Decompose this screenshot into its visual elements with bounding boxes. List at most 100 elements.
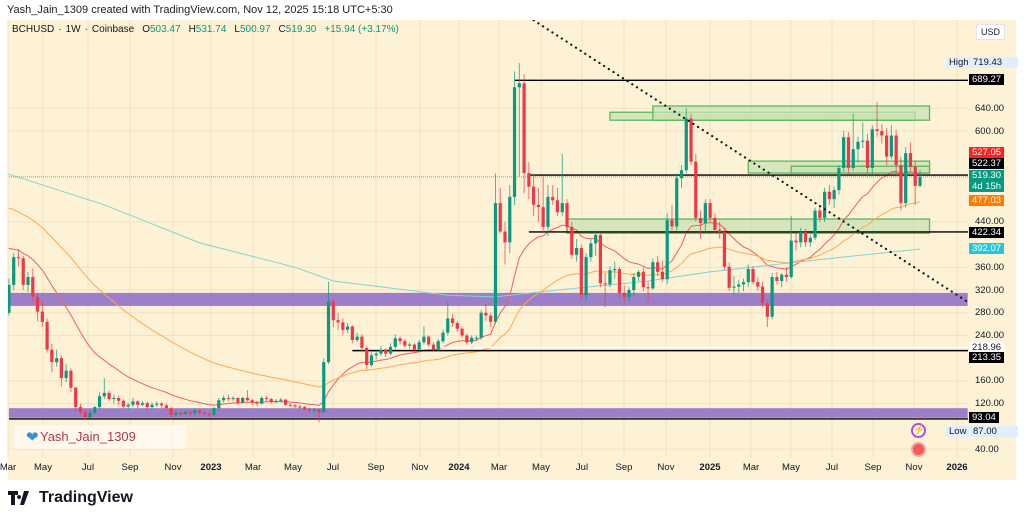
time-tick: Sep <box>121 462 139 473</box>
candle-body <box>756 282 760 287</box>
candle <box>532 173 536 217</box>
candle <box>746 264 750 288</box>
candle-body <box>417 342 421 350</box>
candle-body <box>803 232 808 243</box>
candle <box>789 216 793 279</box>
candle-body <box>746 269 750 283</box>
candle <box>269 397 273 404</box>
candle <box>250 399 254 405</box>
candle <box>732 275 736 295</box>
candle <box>355 332 359 343</box>
candle-body <box>40 311 44 322</box>
candle-body <box>675 178 679 227</box>
candle-body <box>885 135 889 157</box>
candle-body <box>164 405 168 409</box>
candle <box>121 399 126 410</box>
candle <box>50 344 54 373</box>
heart-icon: ❤ <box>26 429 39 446</box>
candle <box>436 338 440 352</box>
time-tick: 2025 <box>699 462 721 473</box>
lightning-icon[interactable]: ⚡ <box>911 423 926 438</box>
candle <box>885 128 889 166</box>
ma-slow-tag: 392.07 <box>969 243 1005 254</box>
candle <box>93 405 97 415</box>
candle <box>341 318 345 336</box>
candle-body <box>737 284 741 287</box>
candle <box>97 392 102 410</box>
price-tick: 120.00 <box>975 398 1005 410</box>
candle <box>479 309 483 341</box>
candle-body <box>398 338 402 342</box>
candle <box>527 162 531 200</box>
candle-body <box>579 248 583 296</box>
tradingview-footer[interactable]: TradingView <box>8 489 133 507</box>
time-tick: Mar <box>490 462 508 473</box>
price-tick: 440.00 <box>975 216 1005 228</box>
candle-body <box>183 412 188 414</box>
candle <box>274 399 278 404</box>
candle-body <box>245 397 250 401</box>
symbol-legend[interactable]: BCHUSD · 1W · Coinbase O503.47 H531.74 L… <box>12 24 399 35</box>
candle <box>26 271 30 293</box>
candle <box>307 407 312 413</box>
candle-body <box>231 397 235 400</box>
ema-fast-tag: 527.05 <box>969 147 1005 158</box>
candle-body <box>188 412 192 414</box>
candle-body <box>150 404 154 408</box>
candle <box>627 287 631 302</box>
candle-body <box>522 83 526 174</box>
candle <box>818 204 822 222</box>
candle-body <box>446 318 450 333</box>
candle <box>360 334 364 352</box>
tradingview-logo-icon <box>8 491 29 505</box>
candle-body <box>59 358 63 379</box>
candle-body <box>617 269 622 293</box>
candle-body <box>288 404 292 406</box>
candle <box>21 255 25 291</box>
candle <box>670 204 674 231</box>
us-flag-icon[interactable] <box>911 442 926 457</box>
green-zone <box>652 105 931 121</box>
candle-body <box>336 320 340 323</box>
candle-body <box>713 217 717 230</box>
candle <box>88 410 92 419</box>
candle-body <box>193 410 197 414</box>
legend-interval: 1W <box>65 24 81 35</box>
candle-body <box>546 196 550 227</box>
time-tick: Nov <box>411 462 429 473</box>
currency-button[interactable]: USD <box>976 24 1006 40</box>
candle-body <box>83 412 87 418</box>
candle <box>164 403 168 411</box>
candle-body <box>727 266 731 288</box>
candle <box>522 74 526 194</box>
candle-body <box>865 140 870 168</box>
candle-body <box>121 400 126 407</box>
candle <box>202 411 207 416</box>
candle <box>174 410 178 417</box>
candle <box>589 238 593 262</box>
candle <box>770 273 774 320</box>
candle <box>694 153 698 222</box>
candle <box>489 312 493 327</box>
candle-body <box>341 322 345 330</box>
high-label: High <box>946 57 972 68</box>
candle-body <box>684 118 688 171</box>
time-tick: Mar <box>742 462 760 473</box>
candle <box>880 124 884 144</box>
candle-body <box>870 129 874 168</box>
purple-zone <box>8 408 968 418</box>
candle <box>465 333 469 345</box>
candle <box>679 165 684 188</box>
legend-sep: · <box>84 24 88 35</box>
candle <box>179 411 183 417</box>
candle <box>775 271 779 285</box>
low-label: Low <box>946 426 970 437</box>
candle-body <box>555 200 560 213</box>
candle-body <box>512 87 517 197</box>
candle-body <box>741 282 746 285</box>
candle <box>226 394 230 402</box>
candle <box>365 345 369 370</box>
candle-body <box>775 276 779 281</box>
candle-body <box>541 207 545 227</box>
